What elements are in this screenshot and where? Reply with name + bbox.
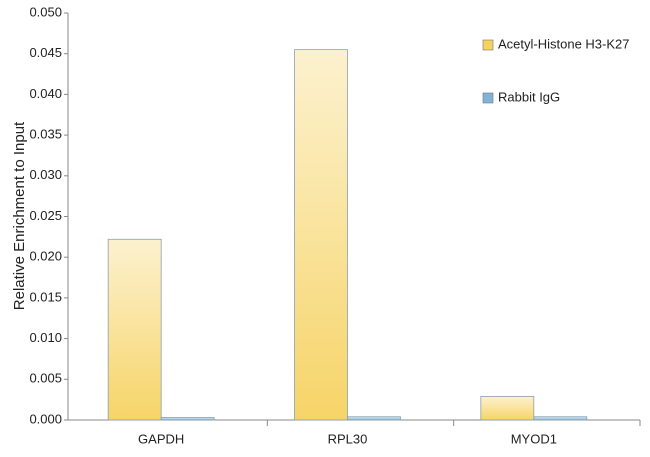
y-tick-label: 0.020 [29,249,62,264]
legend-label: Rabbit IgG [498,89,560,104]
y-tick-label: 0.025 [29,208,62,223]
y-tick-label: 0.030 [29,167,62,182]
bar [107,238,162,421]
y-tick-label: 0.045 [29,45,62,60]
legend-label: Acetyl-Histone H3-K27 [498,36,630,51]
x-tick-label: GAPDH [138,431,184,446]
x-tick-label: RPL30 [328,431,368,446]
bar [347,416,401,421]
y-tick-label: 0.005 [29,371,62,386]
bar [294,49,348,421]
y-tick-label: 0.010 [29,330,62,345]
y-tick-label: 0.015 [29,289,62,304]
y-tick-label: 0.040 [29,86,62,101]
bar [160,417,215,421]
x-tick-label: MYOD1 [511,431,557,446]
legend-swatch [482,92,494,104]
bar [533,416,588,421]
y-tick-label: 0.050 [29,4,62,19]
y-axis-title: Relative Enrichment to Input [11,121,28,310]
y-tick-label: 0.000 [29,411,62,426]
y-tick-label: 0.035 [29,127,62,142]
legend-swatch [482,39,494,51]
bar [480,395,535,421]
